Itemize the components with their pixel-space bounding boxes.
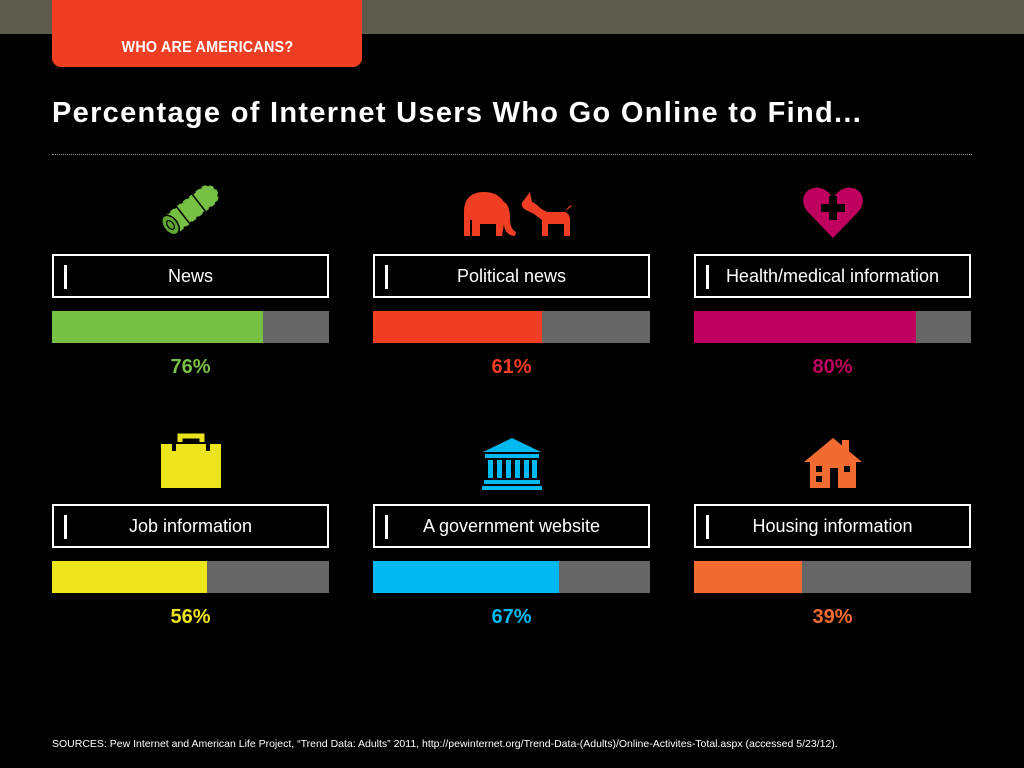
data-label-percentage: 56% bbox=[170, 606, 211, 628]
heart-cross-icon bbox=[694, 174, 971, 244]
bar-track bbox=[694, 311, 971, 343]
title-divider bbox=[52, 154, 972, 155]
label-marker bbox=[64, 515, 67, 539]
data-label-percentage: 80% bbox=[812, 356, 853, 378]
bar-track bbox=[373, 561, 650, 593]
source-note: SOURCES: Pew Internet and American Life … bbox=[52, 738, 838, 750]
category-label: Health/medical information bbox=[725, 265, 940, 286]
page-title: Percentage of Internet Users Who Go Onli… bbox=[52, 97, 863, 129]
bar-fill-political-news bbox=[373, 311, 542, 343]
label-marker bbox=[385, 265, 388, 289]
label-marker bbox=[706, 265, 709, 289]
category-label: A government website bbox=[422, 515, 601, 536]
category-label-box: News bbox=[52, 254, 329, 298]
label-marker bbox=[706, 515, 709, 539]
bar-track bbox=[52, 561, 329, 593]
category-label-box: Political news bbox=[373, 254, 650, 298]
bar-track bbox=[52, 311, 329, 343]
data-label-percentage: 39% bbox=[812, 606, 853, 628]
bar-fill-job bbox=[52, 561, 208, 593]
bar-fill-housing bbox=[694, 561, 803, 593]
category-label-box: A government website bbox=[373, 504, 650, 548]
bar-fill-government bbox=[373, 561, 559, 593]
category-label-box: Housing information bbox=[694, 504, 971, 548]
bar-fill-health bbox=[694, 311, 916, 343]
label-marker bbox=[64, 265, 67, 289]
category-label: Job information bbox=[128, 515, 253, 536]
category-label-box: Job information bbox=[52, 504, 329, 548]
bar-fill-news bbox=[52, 311, 263, 343]
government-building-icon bbox=[373, 424, 650, 494]
data-label-percentage: 67% bbox=[491, 606, 532, 628]
bar-track bbox=[694, 561, 971, 593]
data-label-percentage: 61% bbox=[491, 356, 532, 378]
label-marker bbox=[385, 515, 388, 539]
briefcase-icon bbox=[52, 424, 329, 494]
newspaper-icon bbox=[52, 174, 329, 244]
category-label: News bbox=[167, 265, 213, 286]
section-tab-label: WHO ARE AMERICANS? bbox=[121, 39, 293, 56]
bar-track bbox=[373, 311, 650, 343]
category-label: Political news bbox=[456, 265, 567, 286]
house-icon bbox=[694, 424, 971, 494]
category-label: Housing information bbox=[752, 515, 913, 536]
elephant-donkey-icon bbox=[373, 174, 650, 244]
section-tab: WHO ARE AMERICANS? bbox=[52, 0, 362, 67]
category-label-box: Health/medical information bbox=[694, 254, 971, 298]
data-label-percentage: 76% bbox=[170, 356, 211, 378]
